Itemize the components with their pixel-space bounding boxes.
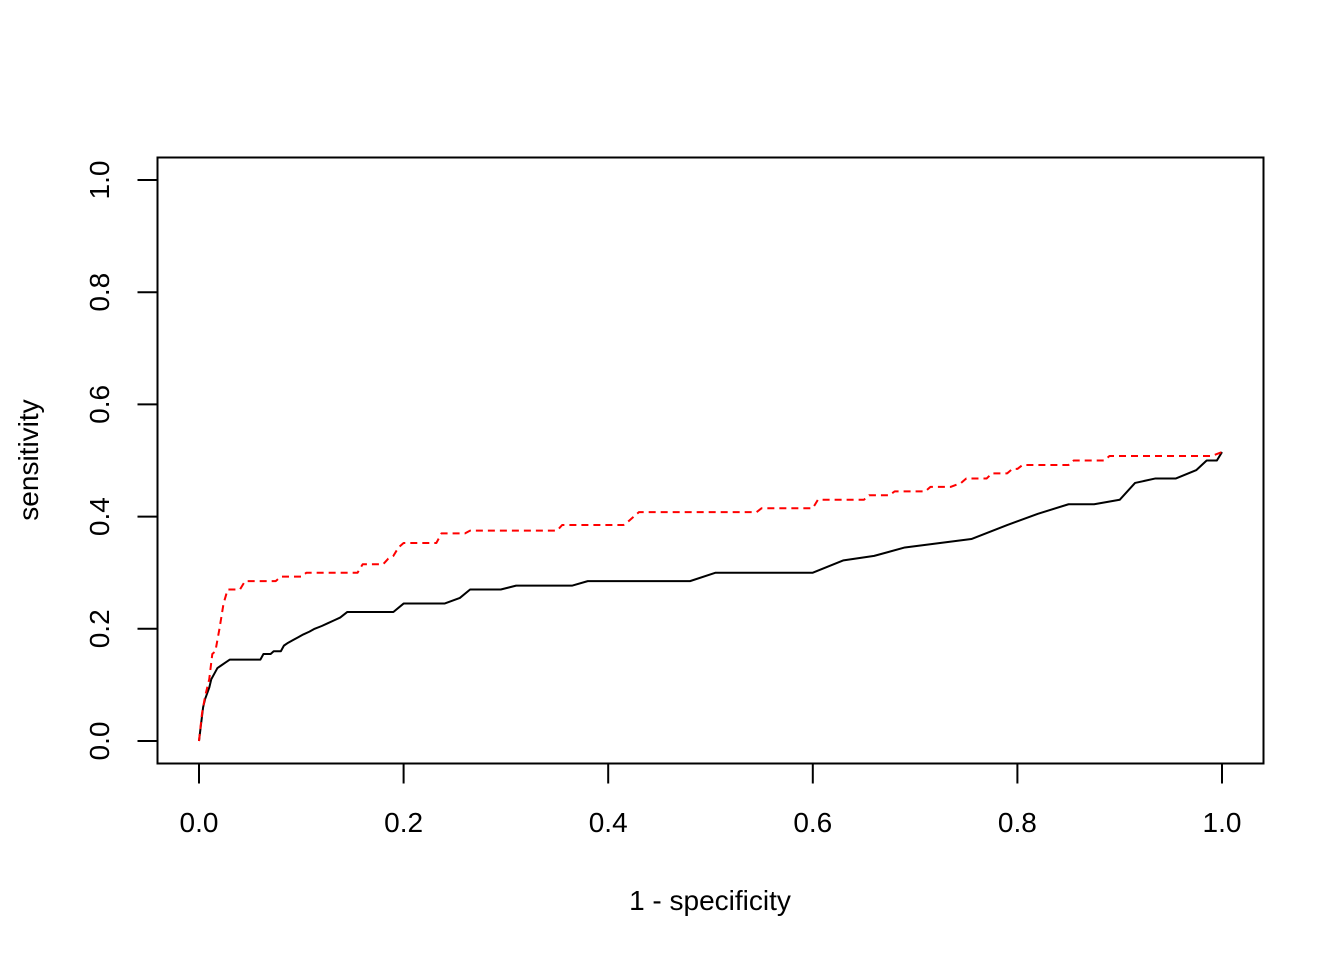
roc-curve-dashed — [198, 451, 1223, 742]
x-tick-label: 0.4 — [589, 807, 628, 838]
x-tick-label: 0.6 — [793, 807, 832, 838]
x-tick-label: 0.2 — [384, 807, 423, 838]
y-tick-label: 0.6 — [84, 385, 115, 424]
x-tick-label: 0.0 — [180, 807, 219, 838]
x-tick-label: 0.8 — [998, 807, 1037, 838]
y-tick-label: 0.2 — [84, 609, 115, 648]
y-tick-label: 1.0 — [84, 161, 115, 200]
x-axis-title: 1 - specificity — [629, 885, 791, 916]
y-axis: 0.0 0.2 0.4 0.6 0.8 1.0 — [84, 161, 159, 761]
y-tick-label: 0.4 — [84, 497, 115, 536]
x-axis: 0.0 0.2 0.4 0.6 0.8 1.0 — [180, 762, 1242, 838]
y-tick-label: 0.0 — [84, 722, 115, 761]
x-tick-label: 1.0 — [1203, 807, 1242, 838]
roc-curve-solid — [198, 451, 1223, 742]
series-layer — [198, 451, 1223, 742]
y-tick-label: 0.8 — [84, 273, 115, 312]
y-axis-title: sensitivity — [13, 399, 44, 520]
